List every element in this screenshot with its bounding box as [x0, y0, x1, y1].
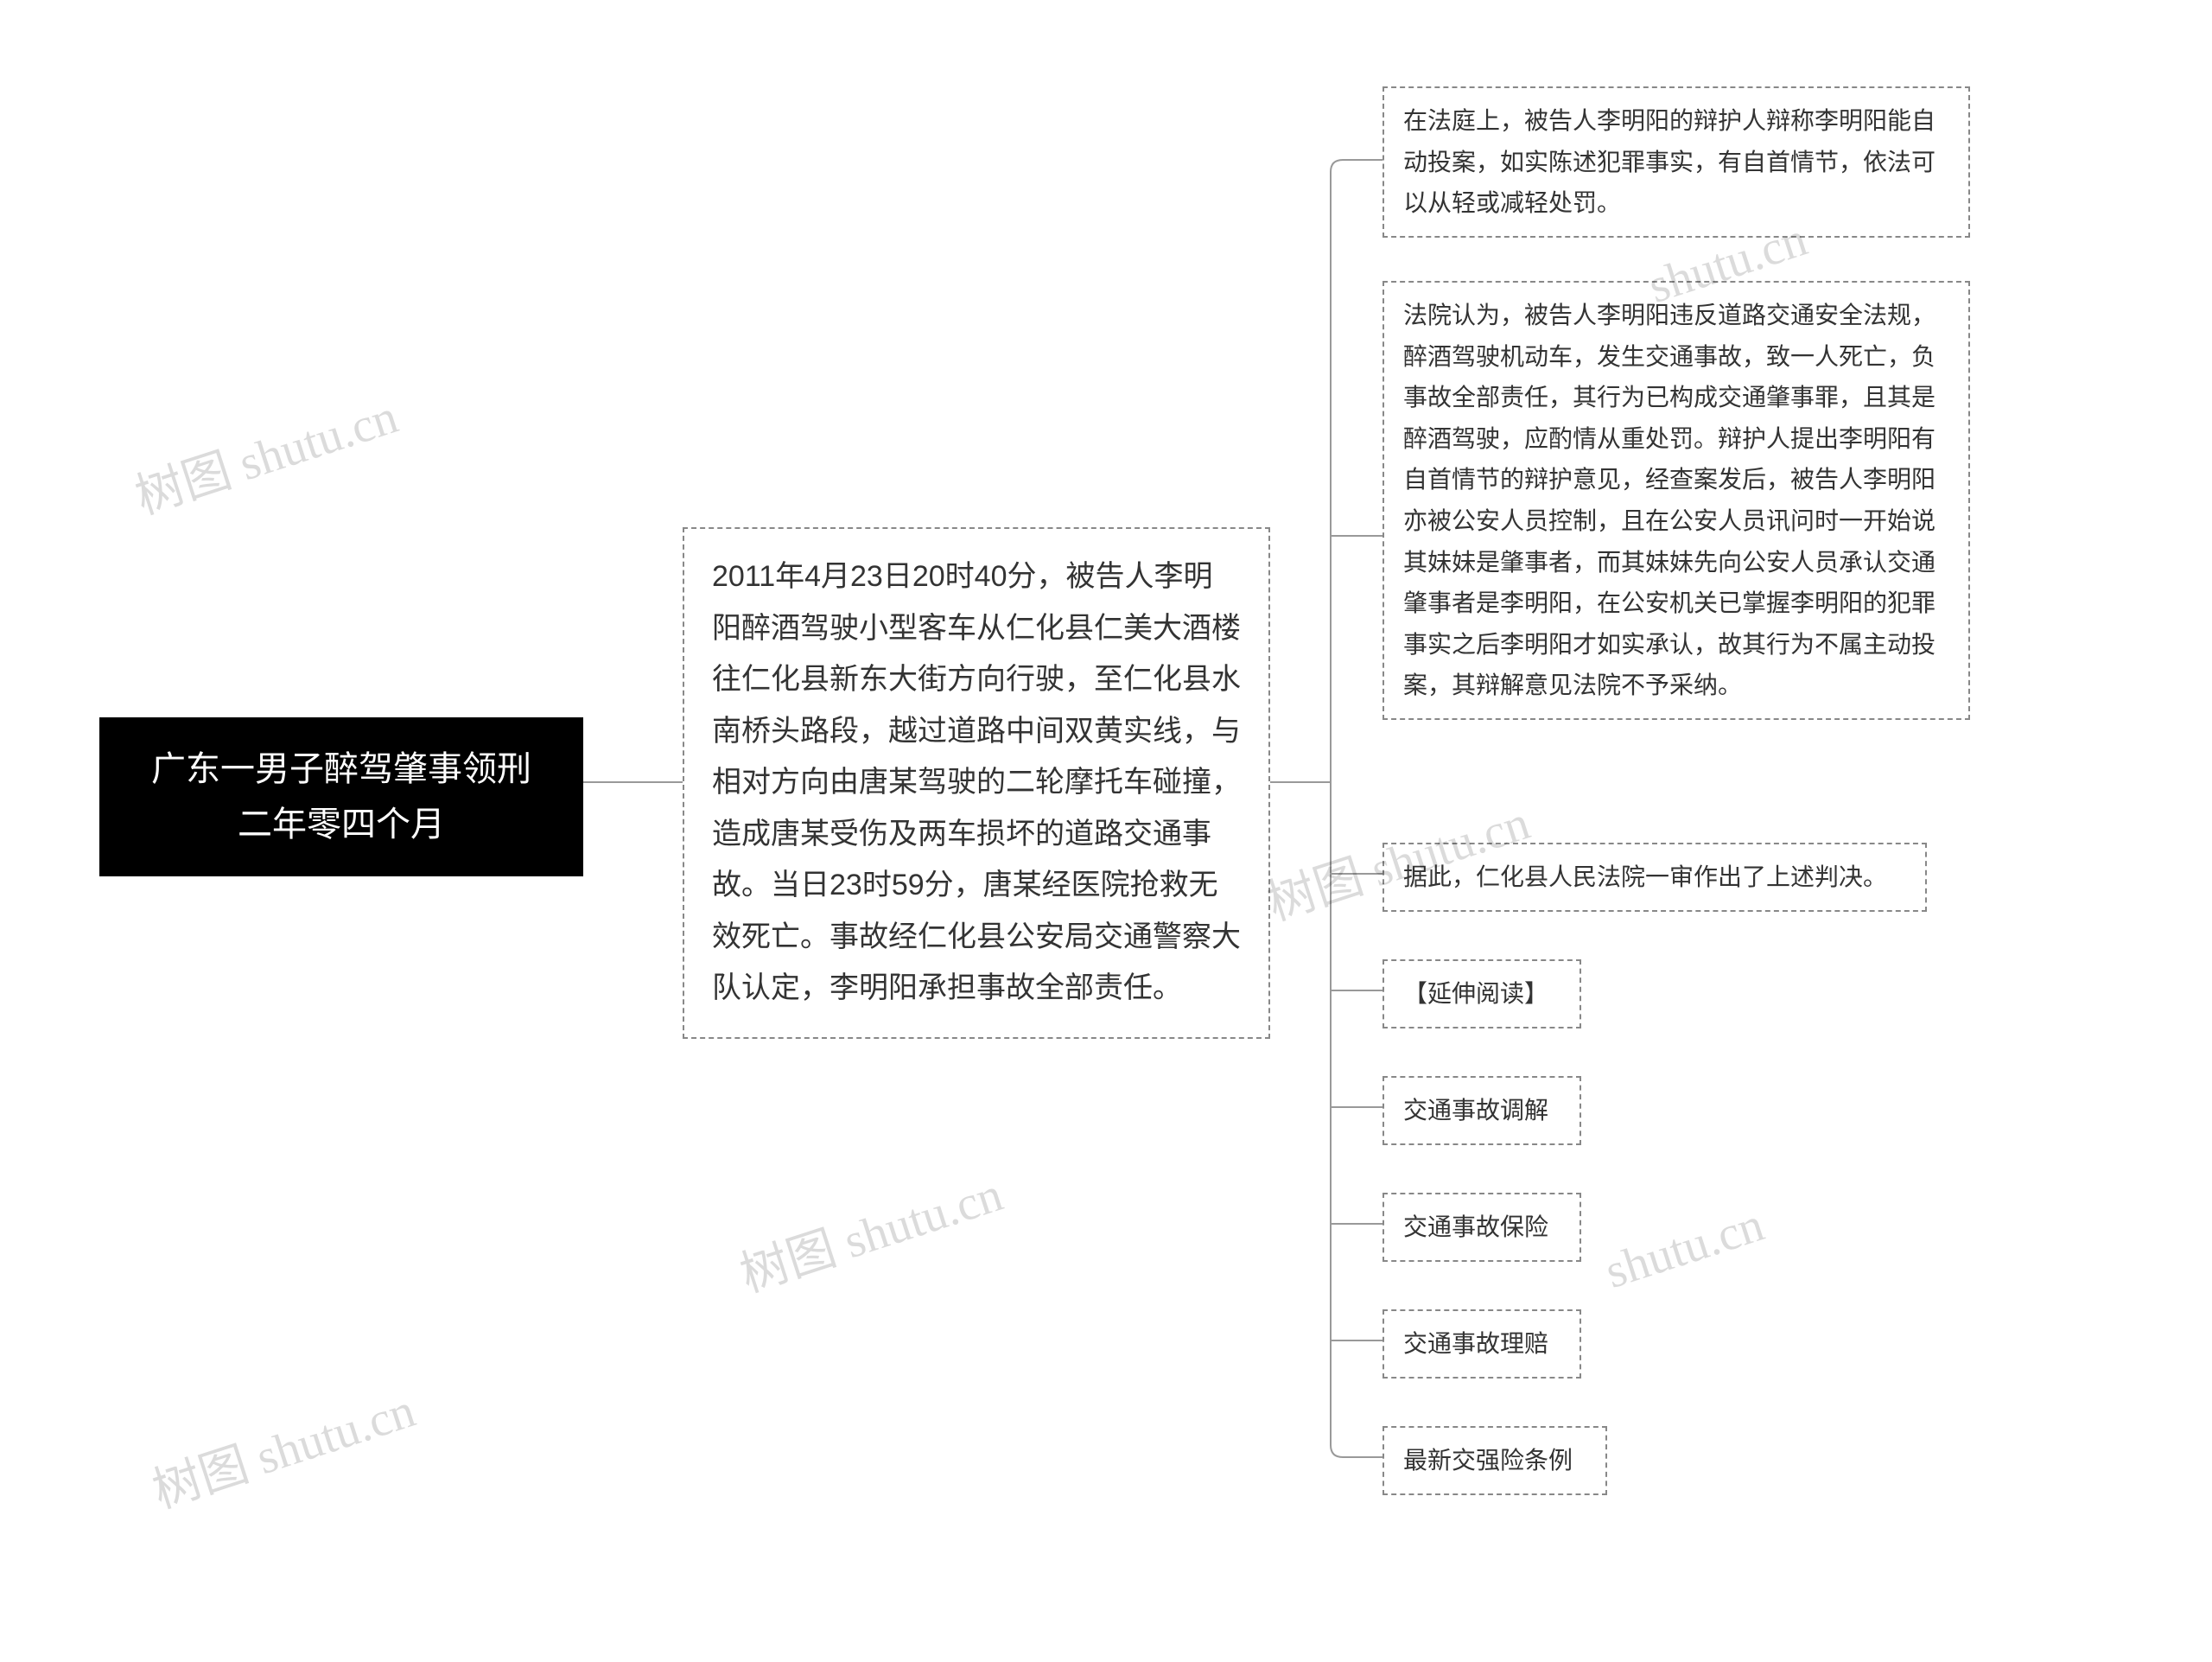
leaf-text: 最新交强险条例 [1403, 1447, 1573, 1474]
watermark: 树图 shutu.cn [143, 1372, 423, 1522]
leaf-node: 交通事故保险 [1382, 1193, 1581, 1262]
leaf-node: 据此，仁化县人民法院一审作出了上述判决。 [1382, 843, 1927, 912]
watermark: 树图 shutu.cn [125, 378, 405, 528]
leaf-node: 在法庭上，被告人李明阳的辩护人辩称李明阳能自动投案，如实陈述犯罪事实，有自首情节… [1382, 86, 1970, 238]
leaf-node: 法院认为，被告人李明阳违反道路交通安全法规，醉酒驾驶机动车，发生交通事故，致一人… [1382, 281, 1970, 720]
root-line2: 二年零四个月 [130, 797, 552, 852]
leaf-text: 交通事故保险 [1403, 1213, 1548, 1240]
leaf-text: 据此，仁化县人民法院一审作出了上述判决。 [1403, 863, 1887, 890]
root-line1: 广东一男子醉驾肇事领刑 [130, 742, 552, 797]
leaf-text: 交通事故调解 [1403, 1097, 1548, 1124]
leaf-node: 交通事故理赔 [1382, 1309, 1581, 1379]
watermark: shutu.cn [1599, 1197, 1770, 1300]
root-node: 广东一男子醉驾肇事领刑 二年零四个月 [99, 717, 583, 876]
leaf-node: 【延伸阅读】 [1382, 959, 1581, 1028]
watermark: 树图 shutu.cn [730, 1156, 1010, 1306]
leaf-text: 【延伸阅读】 [1403, 980, 1548, 1007]
branch-text: 2011年4月23日20时40分，被告人李明阳醉酒驾驶小型客车从仁化县仁美大酒楼… [712, 560, 1241, 1004]
leaf-node: 交通事故调解 [1382, 1076, 1581, 1145]
leaf-text: 交通事故理赔 [1403, 1330, 1548, 1357]
leaf-node: 最新交强险条例 [1382, 1426, 1607, 1495]
leaf-text: 在法庭上，被告人李明阳的辩护人辩称李明阳能自动投案，如实陈述犯罪事实，有自首情节… [1403, 107, 1936, 216]
leaf-text: 法院认为，被告人李明阳违反道路交通安全法规，醉酒驾驶机动车，发生交通事故，致一人… [1403, 302, 1936, 698]
branch-node: 2011年4月23日20时40分，被告人李明阳醉酒驾驶小型客车从仁化县仁美大酒楼… [683, 527, 1270, 1039]
